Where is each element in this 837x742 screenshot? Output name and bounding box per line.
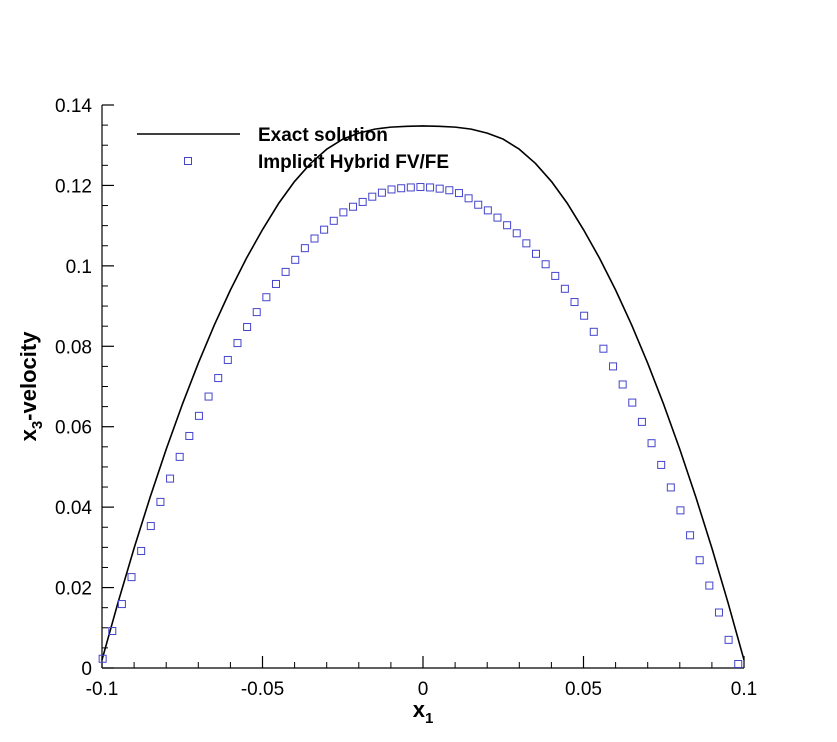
data-point	[503, 221, 512, 230]
series-layer	[98, 125, 745, 668]
x-tick-label: 0.1	[731, 679, 757, 700]
data-point	[262, 293, 271, 302]
y-tick-label: 0.12	[55, 176, 92, 197]
y-tick-label: 0.14	[55, 96, 92, 117]
data-point	[657, 460, 666, 469]
data-point	[166, 474, 175, 483]
x-axis-title: x1	[413, 697, 434, 727]
data-point	[541, 260, 550, 269]
data-point	[695, 556, 704, 565]
data-point	[397, 184, 406, 193]
data-point	[512, 229, 521, 238]
x-tick-label: 0.05	[565, 679, 602, 700]
y-tick-label: 0.1	[66, 257, 92, 278]
y-tick-label: 0.02	[55, 579, 92, 600]
data-point	[560, 284, 569, 293]
data-point	[618, 380, 627, 389]
data-point	[185, 431, 194, 440]
y-tick-label: 0.06	[55, 418, 92, 439]
data-point	[531, 249, 540, 258]
data-point	[339, 208, 348, 217]
data-point	[580, 311, 589, 320]
data-point	[204, 392, 213, 401]
y-tick-label: 0.04	[55, 498, 92, 519]
plot-area	[101, 105, 744, 669]
data-point	[522, 239, 531, 248]
y-axis-title-subscript: 3	[29, 421, 46, 429]
data-point	[599, 344, 608, 353]
data-point	[233, 339, 242, 348]
data-point	[377, 188, 386, 197]
data-point	[724, 635, 733, 644]
data-point	[156, 497, 165, 506]
data-point	[628, 398, 637, 407]
data-point	[666, 483, 675, 492]
data-point	[214, 374, 223, 383]
data-point	[291, 255, 300, 264]
data-point	[349, 202, 358, 211]
data-point	[243, 322, 252, 331]
data-point	[416, 183, 425, 192]
data-point	[146, 522, 155, 531]
y-axis-ticks: 0 0.02 0.04 0.06 0.08 0.1 0.12 0.14	[55, 96, 114, 680]
data-point	[329, 216, 338, 225]
data-point	[589, 327, 598, 336]
data-point	[734, 659, 743, 668]
data-point	[483, 206, 492, 215]
series-markers-implicit-hybrid	[98, 183, 743, 668]
data-point	[252, 308, 261, 317]
data-point	[714, 608, 723, 617]
data-point	[127, 573, 136, 582]
data-point	[474, 200, 483, 209]
legend-label-exact-solution: Exact solution	[258, 125, 388, 146]
x-tick-label: -0.05	[241, 679, 284, 700]
series-line-exact-solution	[101, 125, 745, 661]
data-point	[454, 189, 463, 198]
data-point	[705, 581, 714, 590]
y-tick-label: 0.08	[55, 337, 92, 358]
data-point	[281, 267, 290, 276]
data-point	[686, 531, 695, 540]
data-point	[551, 271, 560, 280]
data-point	[98, 654, 107, 663]
x-tick-label: 0	[418, 679, 429, 700]
legend: Exact solution Implicit Hybrid FV/FE	[137, 125, 449, 173]
data-point	[609, 362, 618, 371]
data-point	[676, 506, 685, 515]
x-axis-title-main: x	[413, 697, 426, 722]
x-axis-ticks: -0.1 -0.05 0 0.05 0.1	[86, 656, 757, 700]
y-axis-title-rest: -velocity	[16, 331, 41, 421]
data-point	[570, 298, 579, 307]
data-point	[117, 600, 126, 609]
data-point	[426, 183, 435, 192]
data-point	[358, 197, 367, 206]
legend-swatch-implicit-hybrid	[184, 157, 192, 165]
data-point	[194, 411, 203, 420]
data-point	[464, 194, 473, 203]
data-point	[271, 279, 280, 288]
data-point	[647, 439, 656, 448]
data-point	[368, 192, 377, 201]
x-tick-label: -0.1	[86, 679, 119, 700]
y-axis-title-main: x	[16, 428, 41, 441]
data-point	[137, 546, 146, 555]
data-point	[406, 183, 415, 192]
y-tick-label: 0	[81, 659, 92, 680]
data-point	[300, 244, 309, 253]
data-point	[175, 452, 184, 461]
x-axis-title-subscript: 1	[425, 710, 433, 727]
data-point	[435, 184, 444, 193]
data-point	[493, 213, 502, 222]
data-point	[310, 234, 319, 243]
y-axis-title: x3-velocity	[16, 331, 46, 442]
data-point	[387, 185, 396, 194]
legend-label-implicit-hybrid: Implicit Hybrid FV/FE	[258, 152, 449, 173]
data-point	[223, 355, 232, 364]
data-point	[637, 417, 646, 426]
data-point	[320, 225, 329, 234]
data-point	[445, 186, 454, 195]
data-point	[108, 627, 117, 636]
